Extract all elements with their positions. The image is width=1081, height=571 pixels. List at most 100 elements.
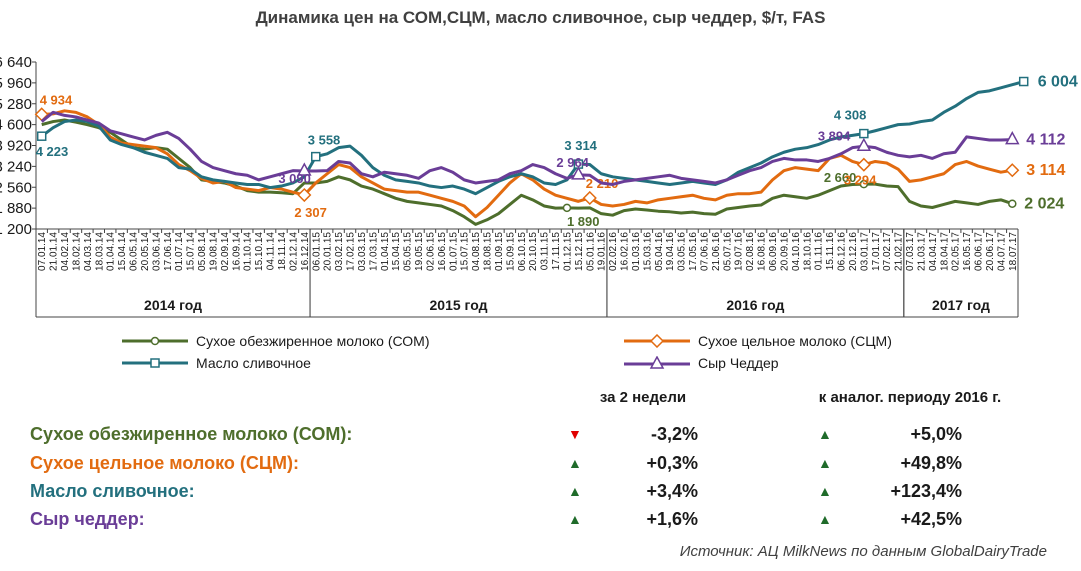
x-tick-label: 21.01.14 (49, 232, 60, 271)
change-arrow-icon: ▲ (818, 483, 832, 499)
legend-scm-swatch (624, 334, 690, 349)
x-tick-label: 15.04.15 (391, 232, 402, 271)
data-label: 4 223 (36, 144, 69, 159)
change-year-over-year: +42,5% (900, 509, 962, 529)
change-arrow-icon: ▲ (818, 511, 832, 527)
data-point-marker (571, 166, 586, 180)
x-tick-label: 17.03.15 (368, 232, 379, 271)
year-label: 2017 год (932, 297, 990, 313)
data-point-marker (1018, 76, 1029, 87)
data-point-marker (856, 137, 872, 152)
stat-row-som: Сухое обезжиренное молоко (СОМ): ▼ -3,2%… (0, 424, 1081, 450)
stat-name: Сухое цельное молоко (СЦМ): (30, 453, 299, 473)
x-tick-label: 16.05.17 (962, 232, 973, 271)
x-tick-label: 06.09.16 (768, 232, 779, 271)
stat-name: Сухое обезжиренное молоко (СОМ): (30, 424, 353, 444)
x-tick-label: 01.04.14 (106, 232, 117, 271)
price-chart: 1 200 1 880 2 560 3 240 3 920 4 600 5 280 5 960… (0, 54, 1078, 318)
data-label: 2 964 (556, 155, 589, 170)
x-tick-label: 17.11.15 (551, 232, 562, 271)
legend-som-swatch (122, 337, 188, 346)
change-arrow-icon: ▲ (818, 455, 832, 471)
data-point-marker (582, 190, 597, 206)
change-2-weeks: +3,4% (646, 481, 698, 501)
x-tick-label: 05.04.16 (654, 232, 665, 271)
x-tick-label: 02.12.14 (288, 232, 299, 271)
x-tick-label: 18.11.14 (277, 232, 288, 271)
year-label: 2015 год (430, 297, 488, 313)
x-tick-label: 07.01.14 (37, 232, 48, 271)
series-line (40, 110, 1013, 186)
y-tick-label: 1 200 (0, 221, 32, 238)
change-arrow-icon: ▲ (818, 426, 832, 442)
data-point-marker (297, 187, 312, 203)
x-tick-label: 17.06.14 (163, 232, 174, 271)
x-tick-label: 05.08.14 (197, 232, 208, 271)
x-tick-label: 02.05.17 (951, 232, 962, 271)
x-tick-label: 01.04.15 (380, 232, 391, 271)
source-note: Источник: АЦ MilkNews по данным GlobalDa… (679, 543, 1047, 560)
data-label: 3 558 (308, 133, 341, 148)
x-tick-label: 05.07.16 (722, 232, 733, 271)
data-label: 2 660 (824, 170, 857, 185)
x-tick-label: 03.02.15 (334, 232, 345, 271)
x-tick-label: 06.05.14 (129, 232, 140, 271)
x-tick-label: 04.04.17 (928, 232, 939, 271)
legend-cheddar-swatch (624, 355, 690, 370)
x-tick-label: 19.04.16 (665, 232, 676, 271)
series-line (40, 80, 1025, 196)
x-tick-label: 03.01.17 (859, 232, 870, 271)
x-tick-label: 02.08.16 (745, 232, 756, 271)
legend-som-label: Сухое обезжиренное молоко (СОМ) (196, 333, 430, 350)
data-label: 4 112 (1026, 132, 1065, 149)
change-2-weeks: +0,3% (646, 453, 698, 473)
x-tick-label: 15.07.14 (186, 232, 197, 271)
change-2-weeks: +1,6% (646, 509, 698, 529)
x-tick-label: 17.01.17 (871, 232, 882, 271)
legend-scm: Сухое цельное молоко (СЦМ) (622, 332, 892, 349)
legend-som: Сухое обезжиренное молоко (СОМ) (120, 332, 430, 349)
data-label: 3 314 (564, 138, 597, 153)
change-arrow-icon: ▲ (568, 511, 582, 527)
x-tick-label: 02.06.15 (425, 232, 436, 271)
x-tick-label: 16.06.15 (437, 232, 448, 271)
x-tick-label: 04.07.17 (996, 232, 1007, 271)
x-tick-label: 01.10.14 (243, 232, 254, 271)
x-tick-label: 15.09.15 (505, 232, 516, 271)
x-tick-label: 07.06.16 (699, 232, 710, 271)
x-tick-label: 16.02.16 (620, 232, 631, 271)
x-tick-label: 01.11.16 (814, 232, 825, 271)
change-arrow-icon: ▲ (568, 455, 582, 471)
y-tick-label: 2 560 (0, 179, 32, 196)
x-tick-label: 07.02.17 (882, 232, 893, 271)
chart-title: Динамика цен на СОМ,СЦМ, масло сливочное… (255, 8, 826, 27)
data-label: 4 934 (40, 92, 73, 107)
x-tick-label: 05.05.15 (403, 232, 414, 271)
x-tick-label: 17.05.16 (688, 232, 699, 271)
y-tick-label: 1 880 (0, 200, 32, 217)
x-tick-label: 18.10.16 (802, 232, 813, 271)
x-tick-label: 15.04.14 (117, 232, 128, 271)
y-tick-label: 4 600 (0, 117, 32, 134)
data-label: 6 004 (1038, 74, 1078, 91)
legend-butter-label: Масло сливочное (196, 355, 311, 372)
data-label: 4 308 (834, 108, 867, 123)
x-tick-label: 20.05.14 (140, 232, 151, 271)
data-point-marker (562, 203, 572, 213)
year-label: 2016 год (726, 297, 784, 313)
stat-row-scm: Сухое цельное молоко (СЦМ): ▲ +0,3% ▲ +4… (0, 453, 1081, 479)
x-tick-label: 15.11.16 (825, 232, 836, 271)
x-tick-label: 15.03.16 (642, 232, 653, 271)
stat-row-butter: Масло сливочное: ▲ +3,4% ▲ +123,4% (0, 481, 1081, 507)
data-label: 3 894 (818, 128, 851, 143)
x-tick-label: 04.11.14 (266, 232, 277, 271)
x-tick-label: 19.01.16 (597, 232, 608, 271)
stats-header-year-over-year: к аналог. периоду 2016 г. (818, 389, 1002, 406)
data-label: 3 294 (844, 173, 877, 188)
x-tick-label: 19.05.15 (414, 232, 425, 271)
x-tick-label: 20.09.16 (779, 232, 790, 271)
data-label: 3 090 (278, 171, 311, 186)
x-tick-label: 03.03.15 (357, 232, 368, 271)
x-tick-label: 01.03.16 (631, 232, 642, 271)
stats-header-2-weeks: за 2 недели (599, 389, 687, 406)
